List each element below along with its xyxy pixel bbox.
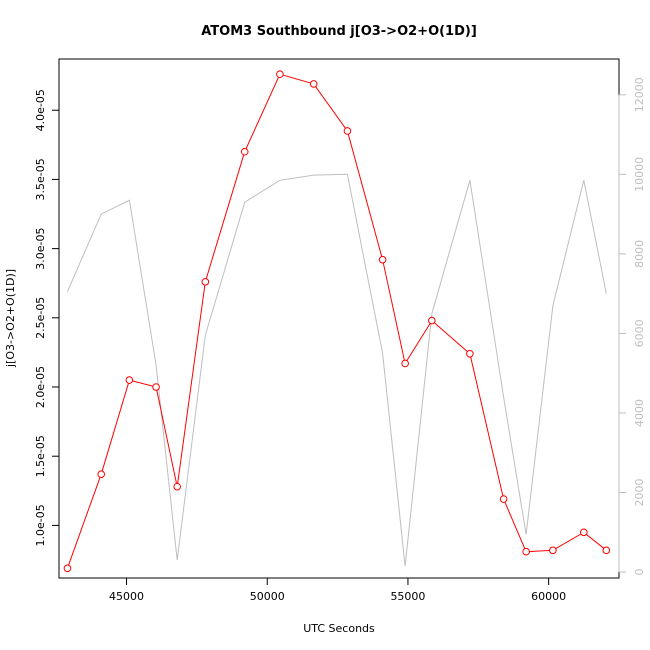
x-axis-label: UTC Seconds bbox=[303, 622, 375, 635]
x-tick-label: 45000 bbox=[109, 590, 144, 603]
series-layer bbox=[63, 70, 611, 573]
x-tick-label: 60000 bbox=[531, 590, 566, 603]
data-point bbox=[125, 376, 134, 384]
chart-title: ATOM3 Southbound j[O3->O2+O(1D)] bbox=[201, 24, 477, 39]
y-axis: 1.0e-05 1.5e-05 2.0e-05 2.5e-05 3.0e-05 3.5e-… bbox=[34, 89, 60, 547]
data-point bbox=[499, 495, 508, 503]
plot-frame bbox=[58, 58, 620, 579]
y-tick-label: 1.0e-05 bbox=[34, 504, 47, 546]
data-point bbox=[378, 255, 387, 264]
series-secondary-line bbox=[66, 173, 607, 567]
x-axis: 45000 50000 55000 60000 bbox=[109, 577, 566, 603]
data-point bbox=[580, 528, 588, 537]
y2-tick-label: 4000 bbox=[633, 399, 646, 427]
y2-tick-label: 8000 bbox=[633, 240, 646, 268]
data-point bbox=[309, 80, 318, 88]
data-point bbox=[152, 383, 160, 391]
y-tick-label: 2.5e-05 bbox=[34, 297, 47, 339]
y2-axis: 0 2000 4000 6000 8000 10000 12000 bbox=[618, 77, 646, 576]
data-point bbox=[522, 547, 530, 556]
y2-tick-label: 12000 bbox=[633, 77, 646, 112]
data-point bbox=[549, 546, 557, 555]
series-primary-line bbox=[66, 73, 607, 569]
y-tick-label: 4.0e-05 bbox=[34, 89, 47, 131]
data-point bbox=[240, 147, 249, 156]
data-point bbox=[173, 482, 181, 491]
data-point bbox=[97, 470, 106, 479]
y2-tick-label: 10000 bbox=[633, 157, 646, 192]
data-point bbox=[602, 546, 611, 555]
data-point bbox=[428, 316, 436, 325]
y-tick-label: 3.5e-05 bbox=[34, 158, 47, 200]
data-point bbox=[343, 127, 352, 135]
x-tick-label: 55000 bbox=[390, 590, 425, 603]
y-tick-label: 1.5e-05 bbox=[34, 435, 47, 477]
data-point bbox=[276, 70, 284, 79]
y-tick-label: 2.0e-05 bbox=[34, 366, 47, 408]
data-point bbox=[466, 349, 474, 358]
y2-tick-label: 2000 bbox=[633, 478, 646, 506]
y-axis-label: j[O3->O2+O(1D)] bbox=[4, 269, 17, 368]
y2-tick-label: 6000 bbox=[633, 319, 646, 347]
x-tick-label: 50000 bbox=[250, 590, 285, 603]
y-tick-label: 3.0e-05 bbox=[34, 227, 47, 269]
data-point bbox=[201, 278, 210, 286]
data-point bbox=[63, 564, 72, 573]
y2-tick-label: 0 bbox=[633, 569, 646, 576]
data-point bbox=[401, 359, 409, 368]
